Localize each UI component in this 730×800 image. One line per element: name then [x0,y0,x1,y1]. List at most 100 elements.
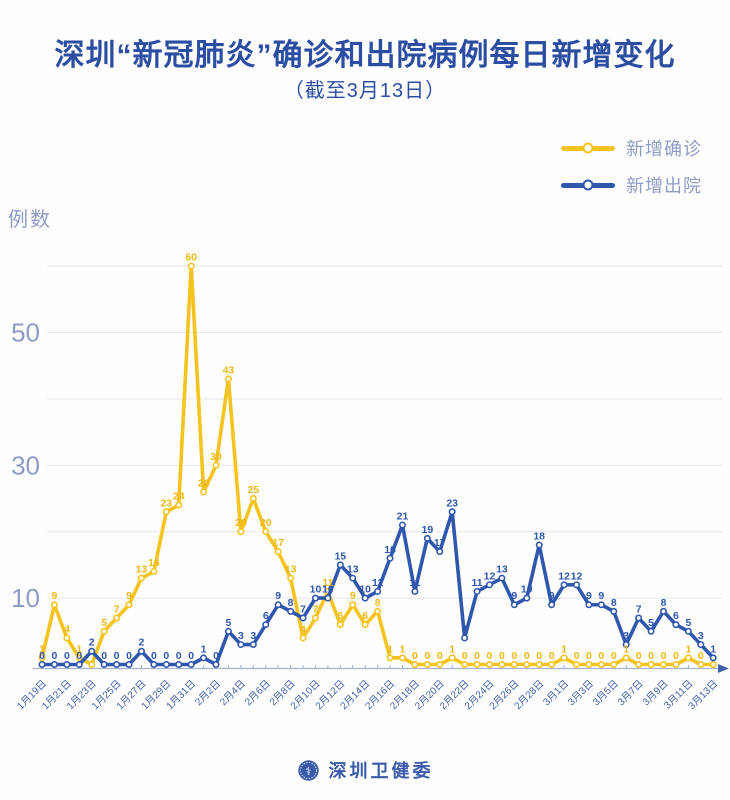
data-point [448,654,456,662]
data-label: 3 [250,630,256,642]
data-point [249,494,257,502]
data-point [560,581,568,589]
data-point [585,660,593,668]
data-label: 4 [64,623,70,635]
data-label: 9 [598,590,604,602]
data-label: 13 [347,564,359,576]
discharged-line-swatch-icon [561,179,615,191]
x-tick-label: 2月6日 [242,678,272,708]
legend-label-discharged: 新增出院 [626,176,702,196]
data-label: 4 [462,623,468,635]
data-point [187,262,195,270]
x-tick-label: 2月2日 [193,678,223,708]
data-point [560,654,568,662]
data-point [361,594,369,602]
data-label: 10 [521,584,533,596]
data-label: 6 [263,610,269,622]
data-label: 0 [499,650,505,662]
data-label: 5 [226,617,232,629]
data-label: 9 [52,590,58,602]
data-point [237,641,245,649]
data-label: 0 [52,650,58,662]
data-label: 10 [310,584,322,596]
data-label: 43 [223,364,235,376]
data-point [336,621,344,629]
data-point [287,607,295,615]
data-point [75,660,83,668]
data-point [100,660,108,668]
data-label: 1 [449,643,455,655]
data-label: 5 [101,617,107,629]
data-point [162,660,170,668]
data-point [423,660,431,668]
data-point [137,574,145,582]
data-point [436,548,444,556]
data-point [274,548,282,556]
data-point [75,654,83,662]
data-point [299,634,307,642]
data-point [548,660,556,668]
data-point [510,660,518,668]
data-label: 19 [421,524,433,536]
data-label: 7 [636,604,642,616]
data-label: 7 [300,604,306,616]
data-point [498,660,506,668]
data-point [659,660,667,668]
data-point [572,581,580,589]
data-point [175,660,183,668]
data-label: 14 [148,557,160,569]
data-label: 0 [536,650,542,662]
data-label: 0 [114,650,120,662]
data-label: 13 [496,564,508,576]
data-point [610,660,618,668]
data-point [100,627,108,635]
data-point [684,627,692,635]
data-label: 1 [39,643,45,655]
data-label: 0 [213,650,219,662]
data-point [523,660,531,668]
data-point [50,660,58,668]
data-point [398,654,406,662]
data-label: 20 [260,517,272,529]
data-label: 0 [574,650,580,662]
data-point [709,660,717,668]
data-label: 60 [185,252,197,264]
data-point [38,654,46,662]
data-label: 21 [397,511,409,523]
data-label: 0 [611,650,617,662]
data-label: 0 [636,650,642,662]
data-point [50,601,58,609]
data-point [610,607,618,615]
data-label: 0 [188,650,194,662]
confirmed-marker-icon [582,142,594,154]
data-point [548,601,556,609]
discharged-marker-icon [582,179,594,191]
data-point [38,660,46,668]
data-label: 0 [549,650,555,662]
data-point [311,614,319,622]
data-label: 3 [698,630,704,642]
data-point [672,660,680,668]
data-point [88,660,96,668]
data-point [349,574,357,582]
data-label: 12 [484,570,496,582]
data-point [647,627,655,635]
data-point [585,601,593,609]
data-point [113,614,121,622]
data-label: 0 [698,650,704,662]
data-point [200,488,208,496]
data-label: 0 [412,650,418,662]
data-point [597,601,605,609]
data-point [349,601,357,609]
data-label: 2 [139,637,145,649]
data-point [473,587,481,595]
data-label: 7 [313,604,319,616]
data-point [485,581,493,589]
data-label: 18 [533,530,545,542]
data-point [287,574,295,582]
data-label: 0 [474,650,480,662]
data-point [150,660,158,668]
data-label: 17 [272,537,284,549]
data-point [572,660,580,668]
data-point [212,461,220,469]
